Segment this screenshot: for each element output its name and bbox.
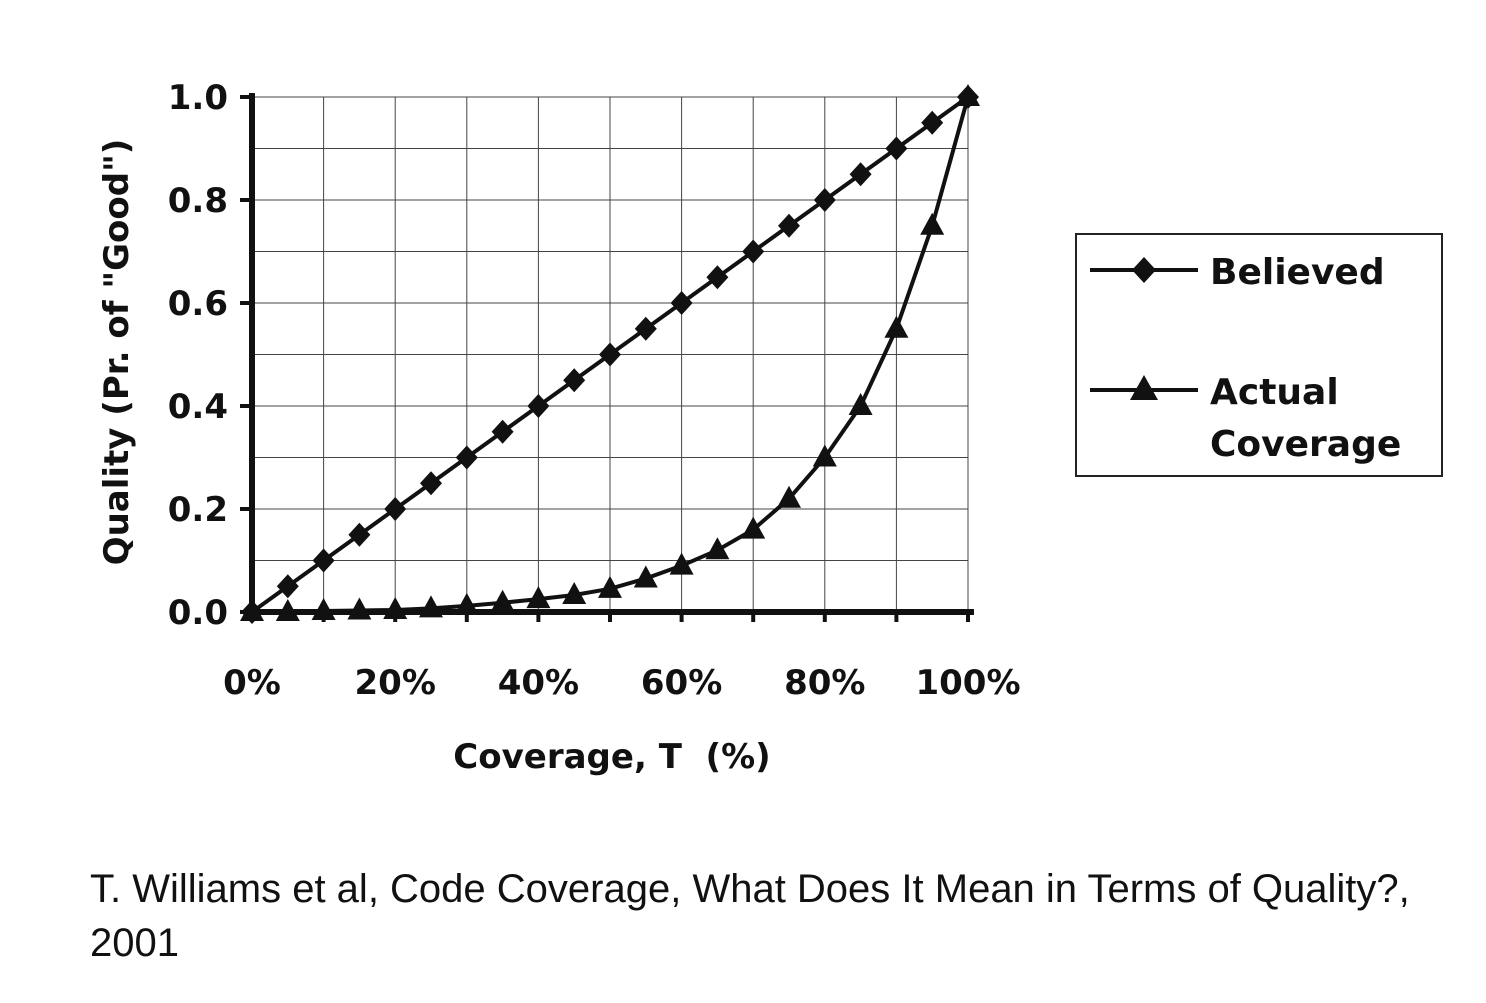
data-point-believed — [670, 291, 693, 315]
legend-believed-label: Believed — [1210, 252, 1385, 293]
data-point-believed — [455, 445, 478, 470]
x-axis-title: Coverage, T (%) — [453, 737, 770, 777]
data-point-believed — [599, 342, 621, 367]
x-tick-label: 40% — [498, 663, 579, 703]
data-point-actual-coverage — [454, 592, 479, 615]
data-point-believed — [706, 265, 729, 290]
data-point-actual-coverage — [419, 595, 443, 618]
data-point-actual-coverage — [956, 84, 980, 106]
x-tick-label: 100% — [915, 663, 1020, 703]
grid-lines — [252, 96, 969, 612]
x-tick-label: 20% — [355, 663, 436, 703]
data-point-believed — [312, 548, 335, 573]
data-point-actual-coverage — [275, 599, 300, 621]
legend-believed-diamond-marker — [1132, 257, 1156, 283]
y-axis-title: Quality (Pr. of "Good") — [97, 139, 137, 566]
data-point-actual-coverage — [812, 444, 837, 467]
data-point-actual-coverage — [705, 537, 730, 560]
data-point-actual-coverage — [490, 589, 515, 612]
data-point-actual-coverage — [848, 393, 873, 415]
data-point-believed — [491, 419, 514, 444]
data-point-believed — [348, 522, 371, 547]
data-point-actual-coverage — [526, 586, 551, 609]
y-tick-label: 0.4 — [168, 387, 228, 427]
coverage-quality-chart: 0.0 0.2 0.4 0.6 0.8 1.0 0% 20% 40% 60% 80% 100% Qua… — [97, 78, 1443, 777]
data-point-actual-coverage — [347, 597, 372, 620]
data-point-believed — [384, 497, 407, 521]
series-layer — [240, 84, 980, 624]
data-point-actual-coverage — [920, 212, 945, 235]
data-point-actual-coverage — [669, 552, 694, 575]
data-point-actual-coverage — [240, 599, 264, 621]
data-point-believed — [813, 188, 836, 212]
data-point-actual-coverage — [633, 565, 658, 588]
data-point-actual-coverage — [311, 597, 336, 620]
x-tick-label: 60% — [641, 663, 722, 703]
data-point-actual-coverage — [562, 582, 587, 605]
data-point-believed — [885, 136, 908, 161]
data-point-believed — [742, 239, 765, 264]
x-tick-label: 80% — [784, 663, 865, 703]
data-point-actual-coverage — [383, 596, 408, 619]
data-point-actual-coverage — [598, 575, 622, 598]
legend-actual-label-line2: Coverage — [1210, 424, 1401, 465]
y-tick-label: 0.8 — [168, 181, 228, 221]
data-point-actual-coverage — [884, 315, 909, 338]
legend: Believed Actual Coverage — [1075, 233, 1443, 477]
source-caption: T. Williams et al, Code Coverage, What D… — [90, 867, 1410, 965]
legend-actual-triangle-marker — [1130, 375, 1158, 400]
data-point-believed — [921, 110, 944, 135]
tick-labels: 0.0 0.2 0.4 0.6 0.8 1.0 0% 20% 40% 60% 80% 100% — [168, 78, 1021, 703]
y-tick-label: 0.6 — [168, 284, 228, 324]
data-point-believed — [634, 316, 657, 341]
data-point-believed — [527, 394, 550, 418]
x-tick-label: 0% — [223, 663, 281, 703]
data-point-believed — [778, 213, 800, 238]
data-point-actual-coverage — [741, 516, 766, 539]
y-tick-label: 0.2 — [168, 490, 228, 530]
data-point-believed — [276, 574, 299, 599]
data-point-believed — [849, 162, 872, 187]
data-point-believed — [420, 471, 442, 496]
legend-actual-label-line1: Actual — [1210, 372, 1339, 413]
data-point-actual-coverage — [777, 485, 801, 508]
data-point-believed — [563, 368, 586, 393]
y-tick-label: 1.0 — [168, 78, 228, 118]
y-tick-label: 0.0 — [168, 593, 228, 633]
